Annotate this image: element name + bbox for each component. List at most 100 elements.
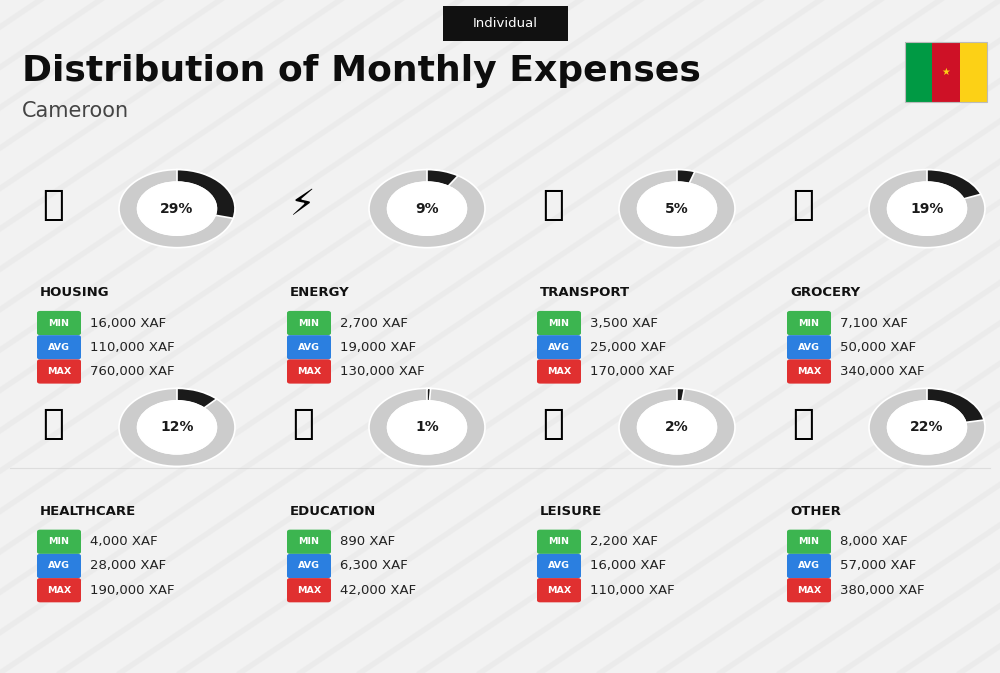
Text: 1%: 1% [415,421,439,434]
Text: AVG: AVG [298,561,320,571]
Text: MIN: MIN [298,318,320,328]
FancyBboxPatch shape [787,554,831,578]
Text: 16,000 XAF: 16,000 XAF [90,316,166,330]
FancyBboxPatch shape [37,335,81,359]
FancyBboxPatch shape [787,335,831,359]
Circle shape [888,401,966,454]
Wedge shape [177,170,235,218]
Circle shape [388,182,466,235]
Text: GROCERY: GROCERY [790,286,860,299]
Wedge shape [927,388,984,423]
Wedge shape [677,388,684,401]
Text: 25,000 XAF: 25,000 XAF [590,341,666,354]
Text: 19,000 XAF: 19,000 XAF [340,341,416,354]
Text: 5%: 5% [665,202,689,215]
Text: MAX: MAX [47,586,71,595]
FancyBboxPatch shape [537,578,581,602]
Text: AVG: AVG [298,343,320,352]
Text: LEISURE: LEISURE [540,505,602,518]
FancyBboxPatch shape [787,530,831,554]
Text: 340,000 XAF: 340,000 XAF [840,365,925,378]
Text: 🚌: 🚌 [542,188,564,222]
Wedge shape [869,170,985,248]
Text: EDUCATION: EDUCATION [290,505,376,518]
FancyBboxPatch shape [537,359,581,384]
Text: MIN: MIN [48,318,70,328]
Text: TRANSPORT: TRANSPORT [540,286,630,299]
Text: MAX: MAX [547,586,571,595]
Text: 42,000 XAF: 42,000 XAF [340,583,416,597]
FancyBboxPatch shape [787,311,831,335]
Text: 110,000 XAF: 110,000 XAF [590,583,675,597]
Text: 8,000 XAF: 8,000 XAF [840,535,908,548]
Text: MAX: MAX [797,367,821,376]
Text: 3,500 XAF: 3,500 XAF [590,316,658,330]
Wedge shape [677,170,695,183]
Text: MIN: MIN [798,537,820,546]
Text: 2,700 XAF: 2,700 XAF [340,316,408,330]
Text: ⚡: ⚡ [290,188,316,222]
Bar [905,42,932,102]
FancyBboxPatch shape [287,359,331,384]
Wedge shape [119,388,235,466]
Text: 6,300 XAF: 6,300 XAF [340,559,408,573]
Text: MAX: MAX [297,586,321,595]
Circle shape [638,401,716,454]
FancyBboxPatch shape [287,530,331,554]
FancyBboxPatch shape [287,554,331,578]
Text: 50,000 XAF: 50,000 XAF [840,341,916,354]
Text: AVG: AVG [548,343,570,352]
Bar [932,42,960,102]
Text: Cameroon: Cameroon [22,101,129,121]
FancyBboxPatch shape [442,6,568,41]
Text: 57,000 XAF: 57,000 XAF [840,559,916,573]
Text: 12%: 12% [160,421,194,434]
Text: AVG: AVG [48,561,70,571]
Text: MIN: MIN [48,537,70,546]
Text: 16,000 XAF: 16,000 XAF [590,559,666,573]
FancyBboxPatch shape [537,335,581,359]
Text: AVG: AVG [48,343,70,352]
Text: 29%: 29% [160,202,194,215]
FancyBboxPatch shape [37,554,81,578]
Text: Individual: Individual [473,17,538,30]
Circle shape [138,182,216,235]
Wedge shape [619,170,735,248]
FancyBboxPatch shape [37,359,81,384]
Text: 7,100 XAF: 7,100 XAF [840,316,908,330]
Text: 🛒: 🛒 [792,188,814,222]
Text: ★: ★ [942,67,950,77]
Circle shape [138,401,216,454]
Wedge shape [177,388,217,408]
Text: MAX: MAX [47,367,71,376]
Text: HOUSING: HOUSING [40,286,110,299]
Text: MAX: MAX [297,367,321,376]
Text: 760,000 XAF: 760,000 XAF [90,365,175,378]
Text: 9%: 9% [415,202,439,215]
Text: MAX: MAX [797,586,821,595]
Text: 👜: 👜 [792,407,814,441]
Circle shape [888,182,966,235]
FancyBboxPatch shape [537,530,581,554]
Text: 190,000 XAF: 190,000 XAF [90,583,175,597]
Wedge shape [427,170,458,186]
FancyBboxPatch shape [287,578,331,602]
Text: AVG: AVG [798,561,820,571]
Text: ENERGY: ENERGY [290,286,350,299]
Text: 110,000 XAF: 110,000 XAF [90,341,175,354]
Text: 19%: 19% [910,202,944,215]
Wedge shape [427,388,431,401]
Wedge shape [369,388,485,466]
Wedge shape [119,170,235,248]
Text: 2,200 XAF: 2,200 XAF [590,535,658,548]
Text: 890 XAF: 890 XAF [340,535,395,548]
Text: 22%: 22% [910,421,944,434]
Wedge shape [369,170,485,248]
Bar [960,42,987,102]
Circle shape [638,182,716,235]
Wedge shape [869,388,985,466]
Text: 28,000 XAF: 28,000 XAF [90,559,166,573]
Text: AVG: AVG [798,343,820,352]
FancyBboxPatch shape [787,359,831,384]
Text: HEALTHCARE: HEALTHCARE [40,505,136,518]
